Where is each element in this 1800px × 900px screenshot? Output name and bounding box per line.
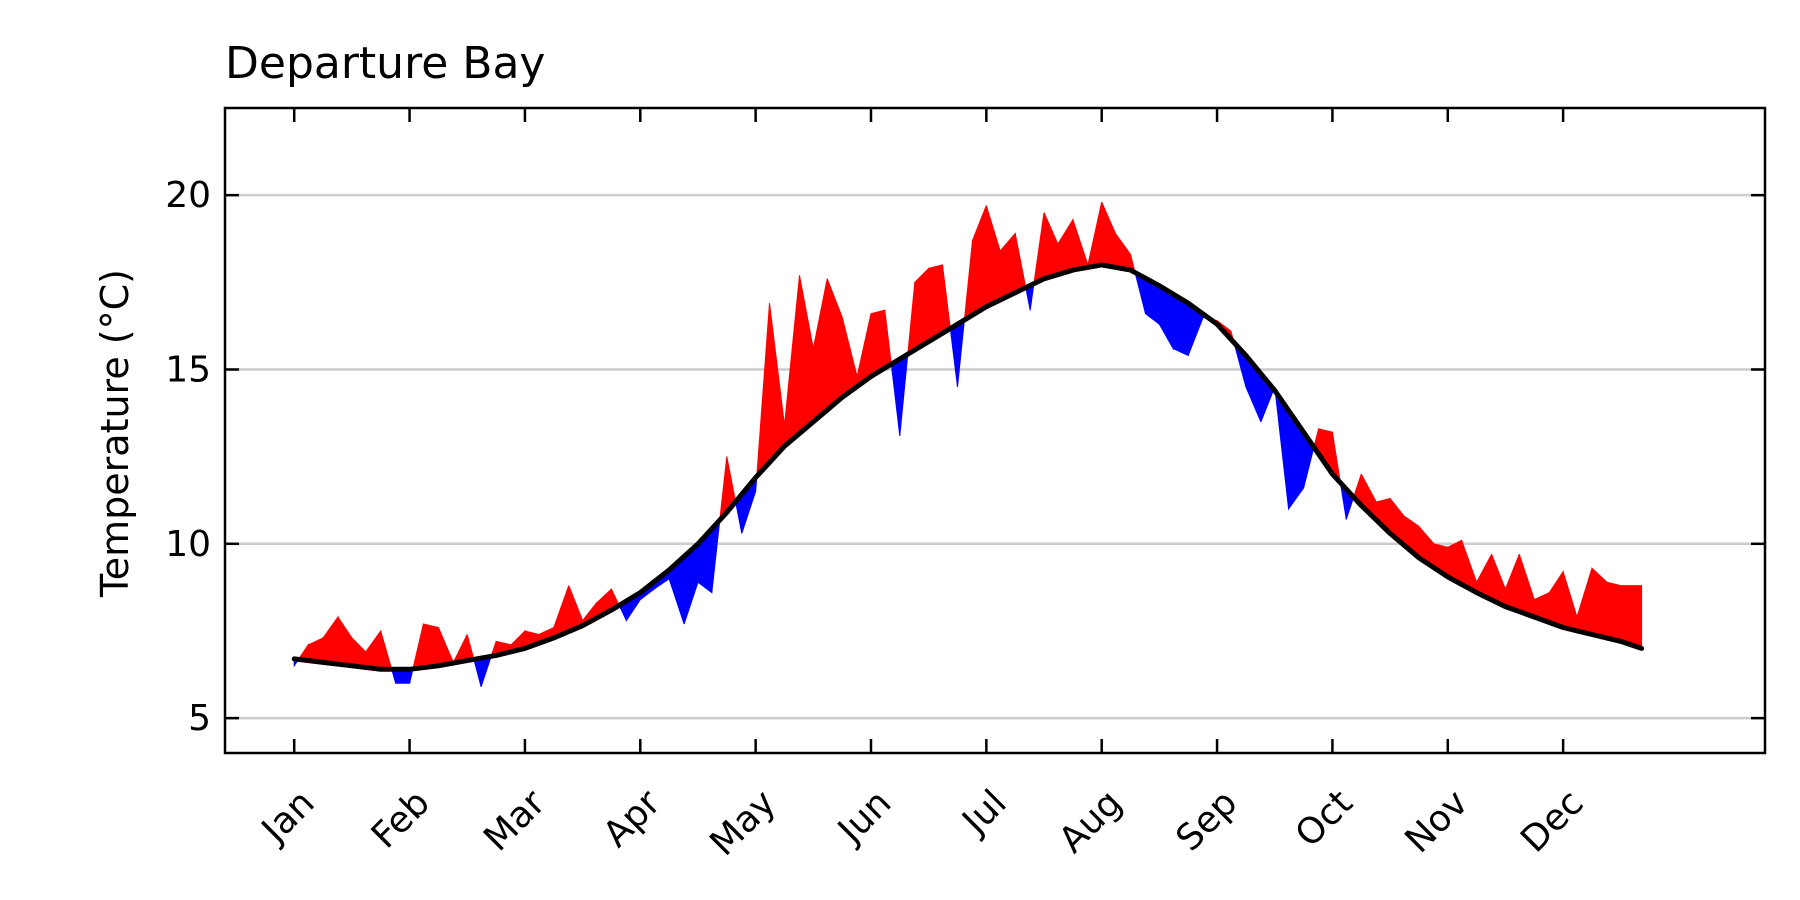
anomaly-above-segment	[365, 629, 382, 670]
anomaly-above-segment	[756, 303, 770, 478]
anomaly-above-segment	[884, 310, 892, 369]
y-tick-label: 10	[165, 524, 211, 565]
anomaly-above-segment	[1548, 570, 1564, 629]
anomaly-below-segment	[949, 323, 958, 387]
y-ticks: 5 10 15 20	[165, 175, 1765, 739]
x-tick-label: Jun	[829, 782, 899, 852]
anomaly-above-segment	[1504, 554, 1520, 613]
anomaly-above-segment	[999, 232, 1016, 301]
plot-frame	[223, 106, 1767, 755]
anomaly-above-segment	[914, 267, 930, 351]
anomaly-above-segment	[769, 303, 785, 464]
anomaly-below-segment	[957, 319, 966, 387]
axes	[223, 106, 1767, 755]
anomaly-below-segment	[899, 353, 909, 436]
anomaly-above-segment	[1072, 219, 1089, 271]
anomaly-above-segment	[928, 264, 943, 343]
x-tick-label: Oct	[1288, 782, 1361, 855]
anomaly-above-segment	[784, 275, 800, 448]
anomaly-above-segment	[1033, 212, 1045, 285]
x-tick-label: Dec	[1513, 782, 1591, 860]
climatology-layer	[291, 262, 1645, 672]
anomaly-above-segment	[1606, 581, 1622, 643]
anomaly-above-segment	[412, 623, 424, 670]
anomaly-above-segment	[799, 275, 814, 435]
anomaly-above-segment	[322, 615, 339, 665]
anomaly-above-segment	[1057, 217, 1074, 276]
x-tick-label: Apr	[596, 782, 669, 855]
y-tick-label: 5	[188, 698, 211, 739]
anomaly-above-segment	[1115, 231, 1131, 271]
anomaly-above-segment	[437, 627, 454, 667]
anomaly-above-segment	[1562, 571, 1578, 632]
climatology-line	[291, 262, 1645, 672]
x-tick-label: Jul	[954, 782, 1015, 843]
y-tick-label: 15	[165, 349, 211, 390]
anomaly-above-segment	[1043, 212, 1059, 280]
anomaly-above-segment	[907, 282, 916, 356]
anomaly-above-segment	[466, 634, 475, 662]
x-tick-label: Aug	[1051, 782, 1130, 861]
x-tick-label: Nov	[1397, 782, 1476, 861]
anomaly-fill	[293, 201, 1643, 687]
anomaly-above-segment	[942, 264, 951, 335]
anomaly-above-segment	[1518, 554, 1535, 618]
anomaly-below-segment	[473, 657, 482, 687]
anomaly-above-segment	[1087, 201, 1103, 268]
anomaly-above-segment	[1620, 585, 1643, 650]
anomaly-above-segment	[972, 205, 987, 316]
x-ticks: Jan Feb Mar Apr May Jun Jul Aug Sep Oct Nov Dec	[253, 108, 1591, 864]
anomaly-below-segment	[480, 655, 492, 687]
y-axis-label: Temperature (°C)	[93, 269, 137, 598]
x-tick-label: Feb	[364, 782, 438, 856]
anomaly-above-segment	[1014, 233, 1027, 294]
x-tick-label: Mar	[476, 782, 553, 859]
anomaly-above-segment	[963, 240, 973, 321]
x-tick-label: Sep	[1168, 782, 1245, 859]
anomaly-above-segment	[422, 623, 439, 669]
anomaly-above-segment	[1591, 567, 1608, 639]
anomaly-above-segment	[1101, 201, 1116, 268]
anomaly-below-segment	[890, 358, 901, 436]
x-tick-label: May	[702, 782, 784, 864]
anomaly-above-segment	[337, 615, 353, 667]
anomaly-above-segment	[812, 278, 828, 423]
anomaly-above-segment	[826, 278, 843, 412]
grid-lines	[225, 193, 1765, 720]
chart-title: Departure Bay	[225, 38, 545, 89]
x-tick-label: Jan	[253, 782, 323, 852]
anomaly-above-segment	[351, 636, 367, 669]
anomaly-above-segment	[985, 205, 1001, 308]
anomaly-above-segment	[1576, 568, 1593, 636]
y-tick-label: 20	[165, 175, 211, 216]
anomaly-above-segment	[380, 630, 393, 670]
